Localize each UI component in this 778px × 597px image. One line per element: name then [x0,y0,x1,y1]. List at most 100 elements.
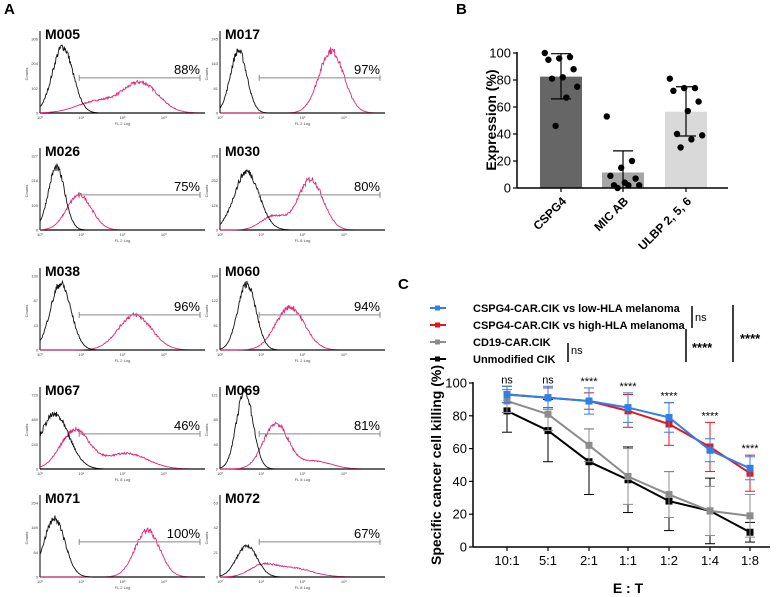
data-point [636,182,643,189]
data-point [607,172,614,180]
data-point [544,410,552,418]
y-tick-label: 60 [497,100,511,115]
y-axis-label: Counts [204,532,209,545]
control-histogram [219,48,385,114]
y-tick-label: 100 [445,376,467,391]
y-tick-label: 81 [214,86,219,91]
stained-histogram [39,426,205,470]
histogram-m038: 0 43 87 130 10⁰ 10¹ 10² 10³ FL 2 Log Counts 96% M03… [24,263,205,363]
y-tick-label: 20 [453,507,467,522]
sample-name: M005 [45,26,80,42]
x-tick-label: 10³ [161,352,167,357]
y-tick-label: 87 [34,298,39,303]
y-tick-label: 130 [31,273,38,278]
y-tick-label: 20 [497,154,511,169]
y-tick-label: 327 [31,153,38,158]
x-tick-label: 10² [120,579,126,584]
data-point [563,94,570,101]
data-point [673,130,681,138]
y-axis-label: Counts [204,305,209,318]
gate-percent: 46% [174,418,200,433]
x-tick-label: 10³ [341,579,347,584]
x-tick-label: 10³ [161,115,167,120]
data-point [548,75,556,82]
x-tick-label: 10³ [161,232,167,237]
data-point [603,113,610,120]
stained-histogram [39,192,205,231]
histogram-m017: 0 81 163 245 10⁰ 10¹ 10² 10³ FL 2 Log Counts 97% M0… [204,26,385,126]
x-tick-label: 10² [300,232,306,237]
x-tick-label: 10² [300,579,306,584]
x-axis-label: FL 2 Log [295,121,311,126]
c-xlabel: E : T [613,580,644,596]
significance-label: **** [619,381,637,393]
stained-histogram [40,312,205,351]
panel-label-a: A [4,1,15,18]
y-tick-label: 109 [31,203,38,208]
y-axis-label: Counts [204,424,209,437]
legend-item-low-hla: CSPG4-CAR.CIK vs low-HLA melanoma [430,303,681,315]
sample-name: M067 [45,382,80,398]
stained-histogram [220,561,385,578]
x-tick-label: 10⁰ [217,232,223,237]
sample-name: M071 [45,490,80,506]
x-axis-label: FL 8 Log [295,477,311,482]
y-tick-label: 80 [453,408,467,423]
sample-name: M069 [225,382,260,398]
sample-name: M017 [225,26,260,42]
data-point [628,157,636,165]
y-tick-label: 0 [216,228,219,233]
data-point [746,464,754,472]
control-histogram [39,44,205,114]
panel-label-c: C [398,276,409,293]
x-tick-label: 10¹ [78,579,84,584]
control-histogram [219,543,385,578]
y-tick-label: 43 [34,323,39,328]
x-tick-label: 10² [120,352,126,357]
x-tick-label: 1:4 [701,553,719,568]
x-tick-label: 10³ [341,471,347,476]
y-tick-label: 121 [211,392,218,397]
y-axis-label: Counts [24,532,29,545]
y-axis-label: Counts [204,185,209,198]
y-tick-label: 80 [214,417,219,422]
stained-histogram [40,527,205,578]
histogram-m072: 0 21 42 63 10⁰ 10¹ 10² 10³ FL 8 Log Counts 67% M072 [204,490,385,590]
y-axis-label: Counts [24,68,29,81]
y-tick-label: 100 [489,46,511,61]
x-axis-label: FL 2 Log [115,358,131,363]
stained-histogram [220,47,385,114]
data-point [665,491,673,499]
x-tick-label: 10² [120,232,126,237]
data-point [545,56,552,63]
data-point [684,107,691,115]
y-tick-label: 0 [504,181,511,196]
legend-label: CSPG4-CAR.CIK vs high-HLA melanoma [473,320,686,332]
x-tick-label: 10¹ [78,115,84,120]
y-tick-label: 240 [31,442,38,447]
y-tick-label: 21 [214,550,219,555]
x-tick-label: 10¹ [258,579,264,584]
x-tick-label: 10⁰ [217,115,223,120]
data-point [541,49,548,57]
y-tick-label: 0 [216,575,219,580]
legend: CSPG4-CAR.CIK vs low-HLA melanoma CSPG4-… [430,303,686,366]
bracket-label: **** [740,331,761,346]
data-point [665,413,673,421]
x-tick-label: 10² [300,115,306,120]
significance-label: ns [542,374,554,386]
y-axis-label: Counts [24,185,29,198]
y-tick-label: 245 [211,36,218,41]
x-tick-label: 10:1 [494,553,519,568]
x-tick-label: 10³ [341,352,347,357]
data-point [695,98,702,105]
y-tick-label: 169 [31,525,38,530]
legend-label: Unmodified CIK [473,354,556,366]
series-0 [502,385,755,481]
y-tick-label: 252 [211,178,218,183]
data-point [624,472,632,480]
c-ylabel: Specific cancer cell killing (%) [428,365,444,565]
x-tick-label: 10² [300,471,306,476]
y-tick-label: 218 [31,178,38,183]
y-tick-label: 60 [453,441,467,456]
